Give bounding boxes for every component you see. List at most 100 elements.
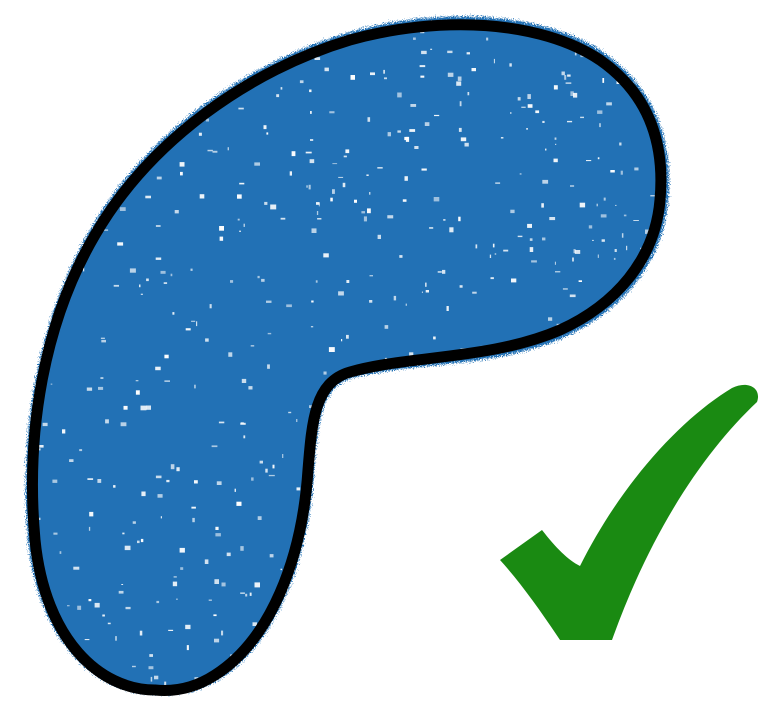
- speckle: [291, 151, 296, 157]
- speckle: [637, 459, 643, 464]
- speckle: [117, 242, 124, 246]
- speckle: [574, 52, 577, 56]
- speckle: [354, 515, 357, 521]
- speckle: [403, 675, 409, 679]
- speckle: [101, 339, 106, 343]
- speckle: [285, 660, 291, 666]
- speckle: [436, 500, 442, 503]
- speckle: [139, 630, 143, 636]
- speckle: [647, 559, 649, 564]
- speckle: [239, 230, 241, 232]
- speckle: [481, 481, 485, 483]
- speckle: [604, 493, 607, 495]
- speckle: [414, 582, 417, 587]
- speckle: [343, 624, 346, 629]
- speckle: [176, 598, 178, 600]
- speckle: [367, 698, 372, 703]
- speckle: [494, 592, 498, 596]
- speckle: [529, 238, 533, 241]
- speckle: [329, 111, 335, 114]
- speckle: [226, 686, 233, 689]
- speckle: [254, 582, 260, 588]
- speckle: [100, 377, 104, 379]
- speckle: [442, 269, 446, 274]
- speckle: [481, 437, 488, 443]
- speckle: [415, 676, 422, 680]
- speckle: [309, 89, 312, 93]
- speckle: [164, 380, 170, 382]
- speckle: [377, 234, 381, 239]
- speckle: [197, 82, 199, 84]
- speckle: [52, 479, 58, 483]
- speckle: [205, 338, 209, 342]
- speckle: [393, 295, 397, 301]
- speckle: [316, 211, 319, 215]
- speckle: [240, 546, 244, 551]
- speckle: [352, 496, 357, 499]
- speckle: [340, 495, 342, 498]
- speckle: [155, 225, 161, 227]
- speckle: [50, 383, 53, 385]
- speckle: [459, 681, 464, 685]
- speckle: [105, 148, 107, 151]
- speckle: [555, 271, 561, 273]
- speckle: [203, 90, 209, 94]
- speckle: [404, 136, 409, 141]
- speckle: [328, 347, 335, 352]
- speckle: [99, 82, 102, 87]
- speckle: [655, 559, 660, 564]
- speckle: [129, 268, 136, 273]
- speckle: [461, 441, 465, 446]
- speckle: [215, 526, 219, 530]
- speckle: [135, 390, 140, 395]
- speckle: [609, 341, 612, 347]
- speckle: [259, 50, 265, 55]
- speckle: [84, 639, 90, 641]
- speckle: [627, 598, 633, 600]
- speckle: [180, 567, 184, 570]
- speckle: [283, 627, 288, 630]
- speckle: [157, 494, 163, 498]
- speckle: [323, 371, 327, 375]
- speckle: [588, 225, 593, 229]
- speckle: [499, 581, 501, 584]
- speckle: [449, 644, 455, 646]
- speckle: [282, 454, 284, 458]
- speckle: [571, 490, 574, 495]
- speckle: [369, 192, 371, 195]
- speckle: [70, 27, 76, 30]
- speckle: [458, 630, 462, 634]
- speckle: [63, 164, 65, 169]
- speckle: [168, 629, 174, 631]
- speckle: [332, 163, 338, 165]
- speckle: [117, 41, 123, 47]
- speckle: [316, 202, 320, 205]
- speckle: [254, 162, 260, 166]
- speckle: [510, 209, 515, 214]
- speckle: [141, 491, 146, 497]
- speckle: [241, 378, 247, 383]
- speckle: [408, 397, 412, 399]
- speckle: [475, 244, 478, 249]
- speckle: [509, 63, 512, 67]
- speckle: [444, 475, 447, 480]
- speckle: [567, 74, 571, 77]
- speckle: [273, 669, 275, 674]
- speckle: [579, 202, 586, 208]
- speckle: [541, 203, 544, 208]
- speckle: [148, 666, 154, 670]
- speckle: [213, 614, 217, 617]
- speckle: [232, 75, 238, 78]
- speckle: [425, 282, 427, 287]
- speckle: [209, 66, 211, 69]
- speckle: [517, 424, 519, 430]
- speckle: [350, 484, 354, 486]
- speckle: [121, 584, 124, 585]
- speckle: [125, 606, 131, 610]
- speckle: [499, 469, 504, 471]
- speckle: [185, 624, 191, 630]
- speckle: [310, 509, 313, 514]
- speckle: [305, 578, 310, 584]
- speckle: [146, 405, 151, 410]
- speckle: [573, 92, 578, 98]
